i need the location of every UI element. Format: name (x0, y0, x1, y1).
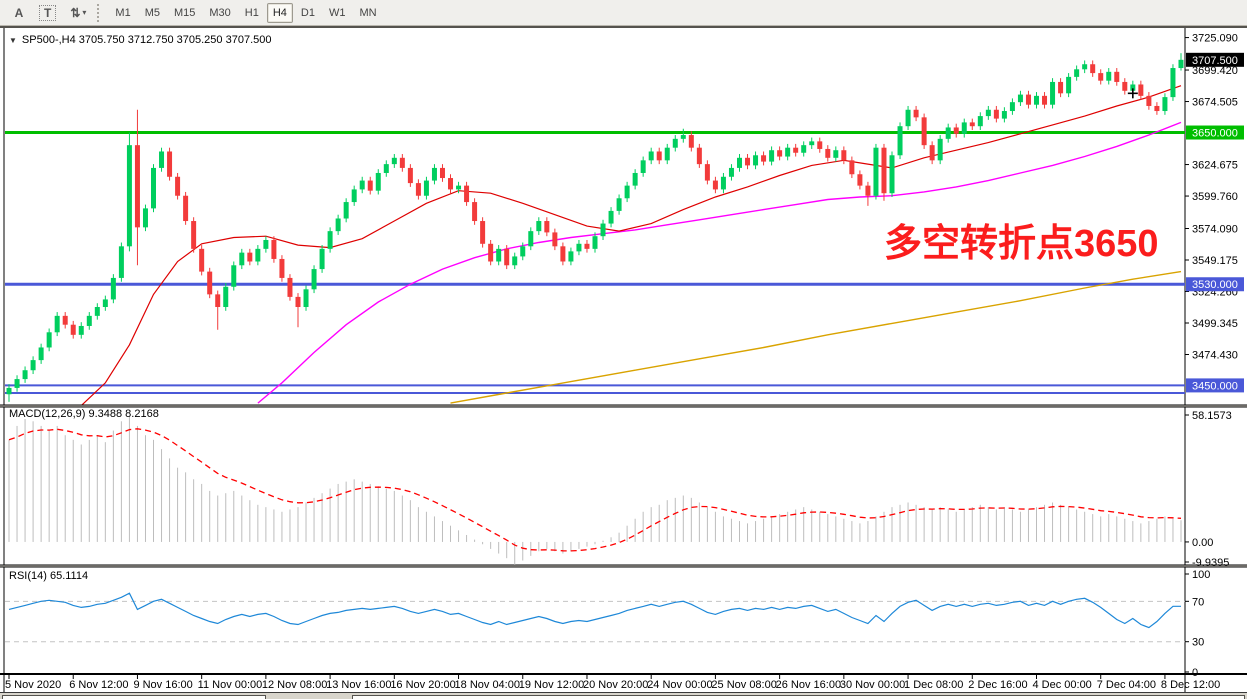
chart-window[interactable]: 3725.090 3699.420 3674.505 3624.675 3599.760… (0, 26, 1247, 699)
rsi-tick-label: 100 (1192, 569, 1210, 581)
current-price-badge (1186, 52, 1244, 67)
level-badge-3450 (1186, 378, 1244, 393)
time-axis-label: 18 Nov 04:00 (455, 679, 520, 691)
price-tick-label: 3599.760 (1192, 191, 1238, 203)
time-axis-label: 11 Nov 00:00 (198, 679, 263, 691)
price-tick-label: 3574.090 (1192, 224, 1238, 236)
chart-background (0, 28, 1247, 693)
time-axis-label: 2 Dec 16:00 (968, 679, 1027, 691)
timeframe-button-H1[interactable]: H1 (244, 6, 259, 19)
pane-splitter[interactable] (0, 565, 1247, 567)
toolbar: A T ⇅ ▾ M1 M5 M15 M30 H1 H4 D1 W1 MN (0, 0, 1247, 26)
arrows-object-tool-button[interactable]: ⇅ ▾ (64, 3, 92, 23)
time-axis-label: 12 Nov 08:00 (262, 679, 327, 691)
level-badge-3450-text: 3450.000 (1192, 380, 1238, 392)
text-label-tool-button[interactable]: A (7, 3, 31, 23)
time-axis-label: 25 Nov 08:00 (711, 679, 776, 691)
chevron-down-icon[interactable]: ▼ (9, 35, 17, 45)
macd-tick-label: 58.1573 (1192, 410, 1232, 422)
ma-fast-red-line (80, 85, 1182, 407)
rsi-tick-label: 30 (1192, 637, 1204, 649)
time-axis-label: 5 Nov 2020 (5, 679, 61, 691)
timeframe-button-D1[interactable]: D1 (300, 6, 315, 19)
candlestick-series (6, 53, 1184, 402)
time-axis-label: 19 Nov 12:00 (519, 679, 584, 691)
time-axis-label: 6 Nov 12:00 (69, 679, 128, 691)
level-badge-3530-text: 3530.000 (1192, 279, 1238, 291)
rsi-tick-label: 70 (1192, 596, 1204, 608)
price-tick-label: 3474.430 (1192, 350, 1238, 362)
time-axis-label: 26 Nov 16:00 (776, 679, 841, 691)
pane-splitter[interactable] (0, 405, 1247, 407)
timeframe-button-H4[interactable]: H4 (266, 2, 293, 23)
timeframe-button-M30[interactable]: M30 (209, 6, 231, 19)
timeframe-button-M1[interactable]: M1 (115, 6, 131, 19)
price-tick-label: 3624.675 (1192, 160, 1238, 172)
text-object-tool-icon: T (39, 4, 57, 21)
chart-canvas[interactable]: 3725.090 3699.420 3674.505 3624.675 3599.760… (0, 28, 1247, 693)
time-axis-label: 16 Nov 20:00 (390, 679, 455, 691)
timeframe-button-M15[interactable]: M15 (173, 6, 196, 19)
text-label-tool-icon: A (14, 5, 24, 20)
time-axis-label: 7 Dec 04:00 (1097, 679, 1156, 691)
ma-slow-orange-line (450, 270, 1182, 404)
time-axis-label: 9 Nov 16:00 (133, 679, 192, 691)
rsi-line (8, 592, 1181, 629)
current-price-badge-text: 3707.500 (1192, 55, 1238, 67)
price-tick-label: 3499.345 (1192, 318, 1238, 330)
price-tick-label: 3725.090 (1192, 33, 1238, 45)
timeframe-toolbar: M1 M5 M15 M30 H1 H4 D1 W1 MN (108, 2, 383, 23)
timeframe-button-M5[interactable]: M5 (144, 6, 160, 19)
rsi-indicator-label: RSI(14) 65.1114 (9, 570, 89, 582)
macd-signal-line (8, 428, 1182, 552)
chart-text-annotation[interactable]: 多空转折点3650 (884, 223, 1159, 265)
docked-window-edge-left[interactable] (2, 695, 266, 699)
price-tick-label: 3549.175 (1192, 255, 1238, 267)
time-axis-label: 1 Dec 08:00 (904, 679, 963, 691)
macd-tick-label: 0.00 (1192, 537, 1213, 549)
timeframe-button-W1[interactable]: W1 (328, 6, 346, 19)
chart-title: ▼ SP500-,H4 3705.750 3712.750 3705.250 3… (9, 34, 271, 46)
level-badge-3650 (1186, 125, 1244, 140)
timeframe-button-MN[interactable]: MN (359, 6, 377, 19)
time-axis-label: 8 Dec 12:00 (1161, 679, 1220, 691)
time-axis-label: 24 Nov 00:00 (647, 679, 712, 691)
dropdown-caret-icon: ▾ (82, 8, 87, 17)
macd-tick-label: -9.9395 (1192, 557, 1229, 569)
ma-mid-magenta-line (257, 121, 1182, 404)
time-axis[interactable]: 5 Nov 2020 6 Nov 12:00 9 Nov 16:00 11 Nov 0… (5, 674, 1220, 691)
level-badge-3650-text: 3650.000 (1192, 128, 1238, 140)
macd-histogram (8, 416, 1182, 565)
level-badge-3530 (1186, 277, 1244, 292)
docked-windows-strip (0, 692, 1247, 699)
time-axis-label: 13 Nov 16:00 (326, 679, 391, 691)
price-tick-label: 3699.420 (1192, 65, 1238, 77)
docked-window-edge-right[interactable] (352, 695, 1245, 699)
rsi-tick-label: 0 (1192, 667, 1198, 679)
symbol-ohlc-readout: SP500-,H4 3705.750 3712.750 3705.250 370… (21, 34, 272, 46)
price-tick-label: 3674.505 (1192, 97, 1238, 109)
text-object-tool-button[interactable]: T (33, 3, 62, 23)
toolbar-grip[interactable] (97, 3, 102, 22)
drawing-tools-group: A T ⇅ ▾ (6, 3, 93, 23)
time-axis-label: 4 Dec 00:00 (1032, 679, 1091, 691)
macd-indicator-label: MACD(12,26,9) 9.3488 8.2168 (9, 408, 159, 420)
time-axis-label: 30 Nov 00:00 (840, 679, 905, 691)
arrows-object-tool-icon: ⇅ (70, 5, 81, 20)
time-axis-label: 20 Nov 20:00 (583, 679, 648, 691)
